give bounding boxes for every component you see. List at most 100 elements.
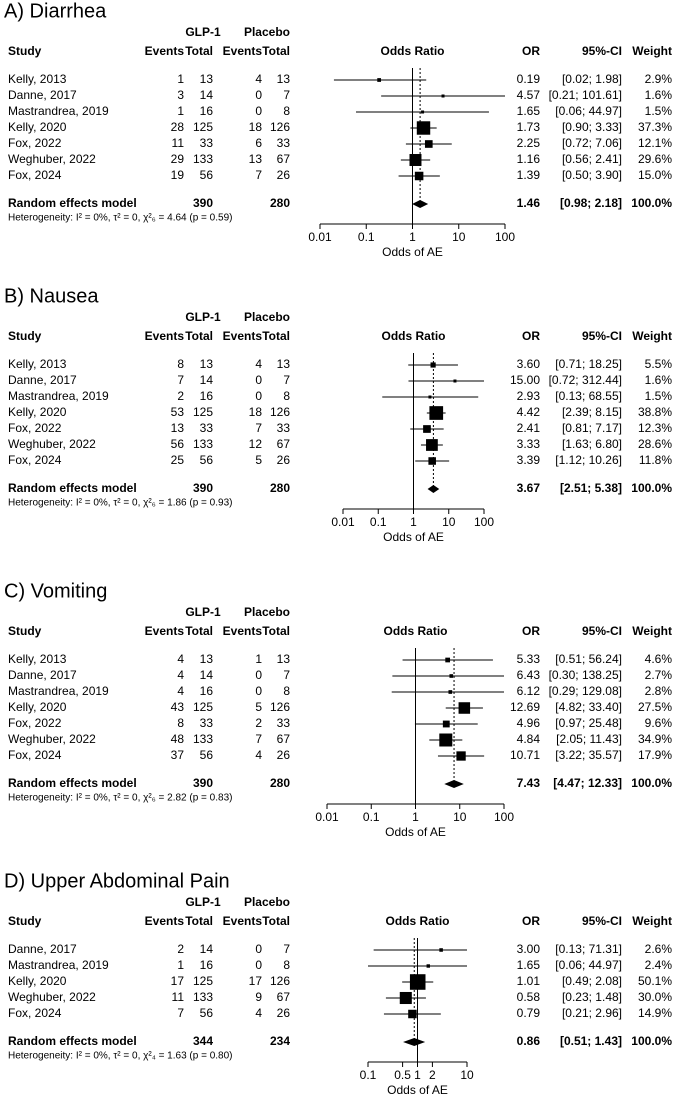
total-1: 56: [200, 1006, 214, 1020]
total-2: 7: [283, 373, 290, 387]
events-1: 7: [177, 1006, 184, 1020]
x-tick-label: 0.1: [360, 1068, 377, 1082]
total-2: 26: [277, 1006, 291, 1020]
events-2: 5: [255, 700, 262, 714]
study-box: [449, 674, 454, 678]
total-1: 125: [193, 120, 213, 134]
study-name: Kelly, 2013: [8, 357, 67, 371]
study-box: [408, 1009, 417, 1019]
pooled-total-1: 390: [193, 481, 213, 495]
odds-ratio-label: 15.00: [510, 373, 540, 387]
column-header: 95%-CI: [582, 329, 622, 343]
total-2: 13: [277, 652, 291, 666]
pooled-weight-label: 100.0%: [631, 1034, 672, 1048]
weight-label: 2.7%: [645, 668, 673, 682]
events-1: 25: [171, 453, 185, 467]
column-header: OR: [522, 44, 540, 58]
total-1: 14: [200, 88, 214, 102]
events-1: 1: [177, 958, 184, 972]
events-2: 6: [255, 136, 262, 150]
group-label: Placebo: [244, 25, 290, 39]
total-1: 13: [200, 357, 214, 371]
weight-label: 37.3%: [638, 120, 672, 134]
events-1: 8: [177, 716, 184, 730]
total-1: 133: [193, 732, 213, 746]
weight-label: 1.5%: [645, 104, 673, 118]
odds-ratio-label: 1.65: [517, 958, 541, 972]
study-name: Fox, 2024: [8, 1006, 62, 1020]
column-header: Study: [8, 44, 42, 58]
x-tick-label: 1: [414, 1068, 421, 1082]
events-2: 2: [255, 716, 262, 730]
events-1: 28: [171, 120, 185, 134]
heterogeneity: Heterogeneity: I² = 0%, τ² = 0, χ²₆ = 4.…: [8, 213, 232, 224]
study-box: [409, 154, 422, 166]
panel-title: B) Nausea: [4, 285, 99, 307]
total-2: 126: [270, 974, 290, 988]
pooled-weight-label: 100.0%: [631, 196, 672, 210]
total-2: 67: [277, 152, 291, 166]
events-1: 19: [171, 168, 185, 182]
study-box: [377, 78, 382, 82]
events-1: 4: [177, 684, 184, 698]
odds-ratio-label: 3.39: [517, 453, 541, 467]
events-2: 0: [255, 958, 262, 972]
study-box: [442, 720, 450, 728]
total-2: 126: [270, 700, 290, 714]
pooled-ci-label: [4.47; 12.33]: [553, 776, 622, 790]
events-2: 7: [255, 732, 262, 746]
column-header: Study: [8, 914, 42, 928]
events-1: 48: [171, 732, 185, 746]
x-tick-label: 0.1: [370, 515, 387, 529]
odds-ratio-label: 1.73: [517, 120, 541, 134]
events-2: 18: [249, 405, 263, 419]
study-name: Fox, 2022: [8, 136, 62, 150]
study-box: [439, 733, 453, 747]
x-tick-label: 10: [453, 810, 467, 824]
weight-label: 15.0%: [638, 168, 672, 182]
column-header: Events: [223, 914, 263, 928]
events-2: 0: [255, 389, 262, 403]
total-1: 33: [200, 136, 214, 150]
ci-label: [2.05; 11.43]: [556, 732, 622, 746]
events-1: 1: [177, 104, 184, 118]
column-header: Events: [223, 624, 263, 638]
ci-label: [0.13; 71.31]: [555, 942, 622, 956]
total-1: 33: [200, 421, 214, 435]
total-1: 133: [193, 990, 213, 1004]
pooled-weight-label: 100.0%: [631, 776, 672, 790]
column-header: Odds Ratio: [385, 914, 449, 928]
group-label: GLP-1: [185, 895, 221, 909]
study-box: [458, 702, 471, 714]
x-tick-label: 100: [494, 810, 514, 824]
events-1: 1: [177, 72, 184, 86]
ci-label: [1.12; 10.26]: [555, 453, 622, 467]
x-tick-label: 0.01: [331, 515, 355, 529]
column-header: Study: [8, 624, 42, 638]
total-2: 26: [277, 748, 291, 762]
column-header: Odds Ratio: [380, 44, 444, 58]
column-header: Events: [223, 44, 263, 58]
pooled-name: Random effects model: [8, 481, 137, 495]
weight-label: 5.5%: [645, 357, 673, 371]
pooled-diamond: [444, 780, 464, 788]
events-1: 17: [171, 974, 185, 988]
total-1: 56: [200, 748, 214, 762]
study-name: Weghuber, 2022: [8, 732, 96, 746]
x-axis-label: Odds of AE: [383, 530, 444, 544]
total-2: 33: [277, 136, 291, 150]
ci-label: [4.82; 33.40]: [555, 700, 622, 714]
study-name: Kelly, 2020: [8, 974, 67, 988]
study-name: Weghuber, 2022: [8, 437, 96, 451]
ci-label: [1.63; 6.80]: [562, 437, 622, 451]
odds-ratio-label: 0.79: [517, 1006, 541, 1020]
odds-ratio-label: 4.42: [517, 405, 541, 419]
study-box: [423, 425, 431, 433]
odds-ratio-label: 12.69: [510, 700, 540, 714]
study-box: [426, 439, 438, 451]
total-2: 7: [283, 942, 290, 956]
ci-label: [0.06; 44.97]: [555, 958, 622, 972]
column-header: Weight: [632, 329, 672, 343]
pooled-total-1: 390: [193, 776, 213, 790]
ci-label: [0.23; 1.48]: [562, 990, 622, 1004]
